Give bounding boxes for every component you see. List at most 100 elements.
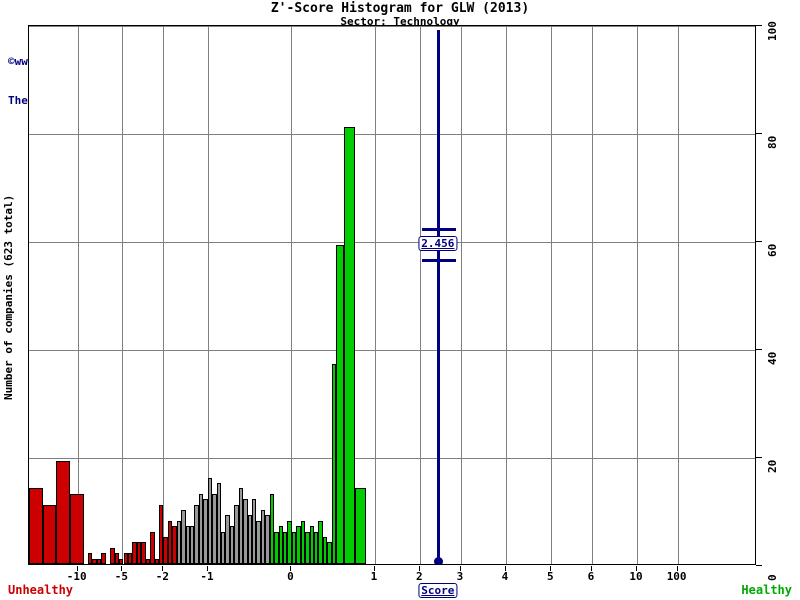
x-tick-mark-6 [590, 566, 592, 571]
histogram-bar [343, 126, 355, 564]
histogram-bar [269, 493, 275, 564]
histogram-bar [114, 553, 120, 564]
x-tick-mark-3 [459, 566, 461, 571]
histogram-bar [354, 488, 366, 564]
histogram-bar [154, 558, 159, 564]
histogram-bar [260, 510, 266, 564]
gridline-x-100 [677, 26, 679, 564]
y-tick-mark-80 [756, 133, 762, 134]
histogram-bar [220, 531, 226, 564]
y-tick-mark-60 [756, 241, 762, 242]
x-tick-mark-1 [373, 566, 375, 571]
gridline-x--1 [208, 26, 210, 564]
y-tick-mark-100 [756, 25, 762, 26]
histogram-bar [216, 483, 221, 564]
gridline-y-40 [29, 349, 755, 351]
score-marker-line [437, 30, 441, 560]
plot-area [28, 25, 756, 565]
histogram-bar [251, 499, 257, 564]
x-tick-label--1: -1 [200, 570, 214, 583]
histogram-bar [163, 537, 168, 564]
histogram-bar [110, 547, 115, 564]
x-tick-mark--2 [162, 566, 164, 571]
histogram-bar [305, 531, 310, 564]
y-tick-label-40: 40 [766, 351, 779, 365]
score-marker-cap-bottom [421, 259, 456, 262]
histogram-bar [265, 515, 270, 564]
histogram-bar [42, 504, 57, 564]
histogram-bar [56, 461, 70, 564]
y-tick-mark-0 [756, 565, 762, 566]
gridline-x--2 [163, 26, 165, 564]
x-tick-mark--5 [121, 566, 123, 571]
x-tick-mark--10 [76, 566, 78, 571]
x-tick-mark-4 [504, 566, 506, 571]
gridline-x-4 [505, 26, 507, 564]
histogram-bar [176, 520, 182, 564]
gridline-x-5 [551, 26, 553, 564]
histogram-bar [136, 542, 142, 564]
x-tick-label--5: -5 [114, 570, 129, 583]
histogram-bar [229, 526, 235, 564]
histogram-bar [145, 558, 151, 564]
histogram-bar [96, 558, 102, 564]
histogram-bar [336, 245, 344, 564]
x-tick-label-6: 6 [587, 570, 595, 583]
gridline-x-2 [420, 26, 422, 564]
x-tick-mark--1 [207, 566, 209, 571]
histogram-bar [88, 553, 93, 564]
gridline-x-6 [591, 26, 593, 564]
gridline-x-1 [374, 26, 376, 564]
histogram-bar [132, 542, 137, 564]
score-marker-dot [434, 557, 444, 564]
histogram-bar [141, 542, 146, 564]
histogram-bar [300, 520, 306, 564]
y-axis-title: Number of companies (623 total) [2, 194, 15, 400]
x-tick-label--2: -2 [155, 570, 169, 583]
histogram-bar [101, 553, 106, 564]
histogram-bar [322, 537, 328, 564]
gridline-x-0 [291, 26, 293, 564]
x-tick-mark-2 [419, 566, 421, 571]
y-tick-label-0: 0 [766, 574, 779, 581]
gridline-x-3 [460, 26, 462, 564]
x-tick-label-4: 4 [501, 570, 509, 583]
gridline-y-100 [29, 26, 755, 27]
histogram-bar [207, 477, 213, 564]
histogram-bar [296, 526, 301, 564]
histogram-bar [123, 553, 128, 564]
x-tick-mark-0 [290, 566, 292, 571]
histogram-bar [172, 526, 177, 564]
x-tick-label-2: 2 [416, 570, 423, 583]
gridline-x--10 [77, 26, 79, 564]
histogram-bar [313, 531, 319, 564]
histogram-bar [150, 531, 155, 564]
chart-subtitle: Sector: Technology [340, 15, 460, 28]
histogram-bar [291, 531, 297, 564]
histogram-bar [158, 504, 164, 564]
histogram-bar [331, 364, 337, 564]
histogram-bar [287, 520, 292, 564]
gridline-x-10 [637, 26, 639, 564]
y-tick-mark-20 [756, 457, 762, 458]
gridline-y-60 [29, 241, 755, 243]
x-tick-mark-10 [636, 566, 638, 571]
histogram-bar [278, 526, 283, 564]
histogram-bar [282, 531, 288, 564]
y-tick-label-20: 20 [766, 459, 779, 473]
x-tick-label-100: 100 [666, 570, 687, 583]
gridline-x--5 [122, 26, 124, 564]
x-tick-mark-100 [676, 566, 678, 571]
histogram-bar [309, 526, 314, 564]
histogram-bar [256, 520, 261, 564]
legend-healthy: Healthy [741, 583, 792, 597]
score-marker-cap-top [421, 228, 456, 231]
y-tick-label-100: 100 [766, 21, 779, 41]
y-tick-mark-40 [756, 349, 762, 350]
y-tick-label-80: 80 [766, 135, 779, 149]
x-tick-label-5: 5 [547, 570, 554, 583]
x-tick-label--10: -10 [66, 570, 87, 583]
histogram-bar [198, 493, 204, 564]
legend-unhealthy: Unhealthy [8, 583, 74, 597]
x-axis-title: Score [418, 583, 458, 598]
